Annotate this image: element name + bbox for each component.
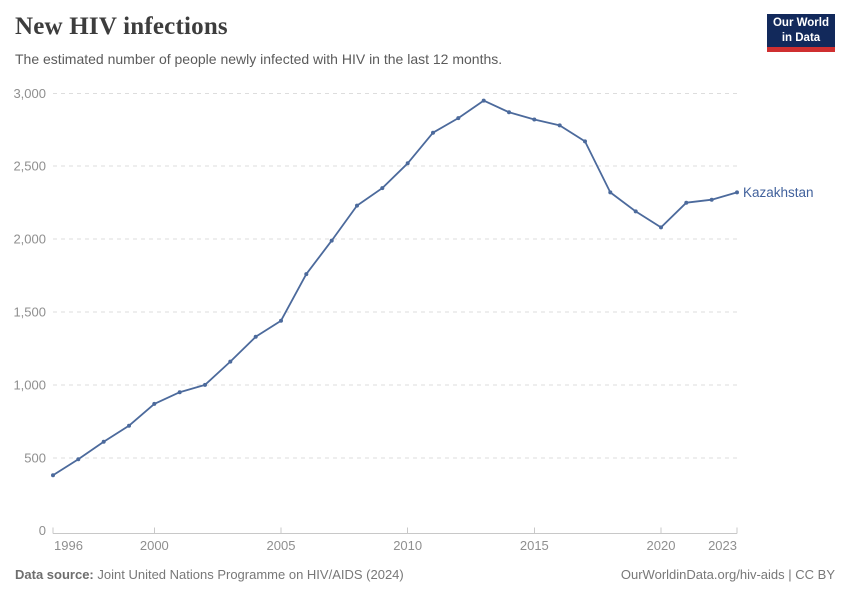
series-label[interactable]: Kazakhstan	[743, 185, 814, 200]
x-tick-label: 2005	[267, 538, 296, 553]
data-point[interactable]	[456, 116, 461, 121]
data-point[interactable]	[101, 439, 106, 444]
data-point[interactable]	[355, 203, 359, 208]
data-point[interactable]	[279, 318, 283, 323]
page-title: New HIV infections	[15, 13, 228, 40]
data-point[interactable]	[633, 209, 638, 214]
data-point[interactable]	[228, 359, 233, 364]
data-source: Data source: Joint United Nations Progra…	[15, 567, 404, 582]
y-tick-label: 2,500	[13, 159, 46, 174]
owid-logo-line2: in Data	[781, 31, 821, 44]
y-tick-label: 500	[24, 450, 46, 465]
data-point[interactable]	[608, 190, 613, 195]
data-source-text: Joint United Nations Programme on HIV/AI…	[97, 567, 404, 582]
y-tick-label: 1,500	[13, 305, 46, 320]
x-tick-label: 2023	[708, 538, 737, 553]
data-point[interactable]	[329, 238, 334, 243]
citation-link[interactable]: OurWorldinData.org/hiv-aids | CC BY	[620, 567, 835, 582]
chart-subtitle: The estimated number of people newly inf…	[15, 51, 503, 67]
data-point[interactable]	[152, 401, 157, 406]
data-line[interactable]	[52, 99, 738, 477]
data-point[interactable]	[659, 225, 663, 230]
data-point[interactable]	[203, 382, 207, 387]
x-tick-label: 2010	[393, 538, 422, 553]
data-point[interactable]	[304, 272, 309, 277]
data-point[interactable]	[431, 130, 435, 135]
data-point[interactable]	[76, 457, 81, 462]
data-point[interactable]	[557, 123, 562, 128]
data-point[interactable]	[507, 110, 511, 115]
x-tick-label: 2000	[140, 538, 169, 553]
data-point[interactable]	[253, 334, 258, 339]
owid-logo-line1: Our World	[772, 17, 829, 30]
y-tick-label: 0	[39, 523, 46, 538]
data-point[interactable]	[532, 117, 537, 122]
data-point[interactable]	[684, 200, 689, 205]
y-tick-label: 2,000	[13, 232, 46, 247]
data-point[interactable]	[177, 390, 182, 395]
y-tick-label: 1,000	[13, 377, 46, 392]
data-point[interactable]	[735, 190, 739, 195]
x-tick-label: 2015	[520, 538, 549, 553]
data-point[interactable]	[127, 423, 131, 428]
data-point[interactable]	[380, 186, 385, 191]
x-tick-label: 2020	[647, 538, 676, 553]
data-point[interactable]	[51, 473, 55, 478]
y-tick-label: 3,000	[13, 86, 46, 101]
data-point[interactable]	[583, 139, 587, 144]
data-source-label: Data source:	[15, 567, 94, 582]
data-point[interactable]	[709, 197, 714, 202]
owid-logo[interactable]: Our World in Data	[767, 14, 835, 52]
data-point[interactable]	[481, 98, 486, 103]
data-point[interactable]	[405, 161, 410, 166]
x-tick-label: 1996	[54, 538, 83, 553]
